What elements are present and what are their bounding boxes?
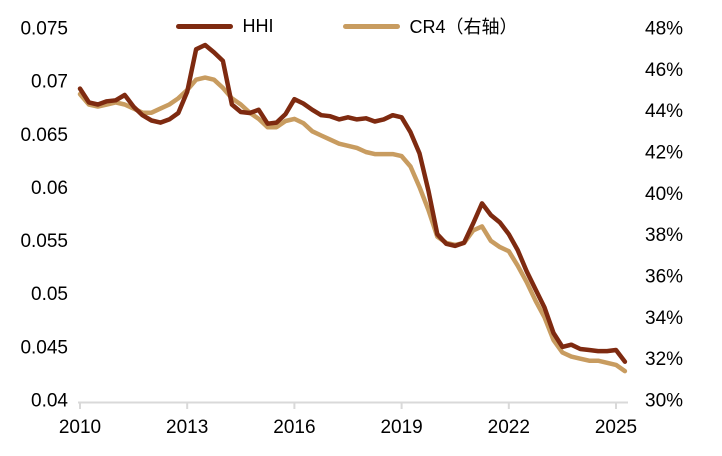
right-axis-tick-label: 44% xyxy=(645,101,683,122)
right-axis-tick-label: 34% xyxy=(645,308,683,329)
right-axis-tick-label: 40% xyxy=(645,184,683,205)
cr4-line xyxy=(77,75,628,374)
x-axis-tick-label: 2022 xyxy=(488,417,530,438)
hhi-line-swatch-icon xyxy=(176,23,234,29)
right-axis-tick-label: 48% xyxy=(645,19,683,40)
hhi-line xyxy=(77,42,628,364)
cr4-legend-label: CR4（右轴） xyxy=(409,17,518,37)
right-axis-tick-label: 38% xyxy=(645,225,683,246)
left-axis-tick-label: 0.05 xyxy=(31,284,68,305)
right-axis-tick-label: 30% xyxy=(645,391,683,412)
right-axis-tick-label: 46% xyxy=(645,60,683,81)
x-axis-tick-label: 2019 xyxy=(380,417,422,438)
right-axis-tick-label: 42% xyxy=(645,143,683,164)
x-axis-tick-label: 2016 xyxy=(273,417,315,438)
left-axis-tick-label: 0.07 xyxy=(31,72,68,93)
chart-legend: HHI CR4（右轴） xyxy=(0,13,694,39)
left-axis-tick-label: 0.075 xyxy=(20,19,68,40)
legend-item-hhi: HHI xyxy=(176,16,273,37)
right-axis-tick-label: 36% xyxy=(645,267,683,288)
left-axis-tick-label: 0.06 xyxy=(31,178,68,199)
left-axis-tick-label: 0.055 xyxy=(20,231,68,252)
x-axis-tick-label: 2025 xyxy=(595,417,637,438)
cr4-line-swatch-icon xyxy=(343,23,401,29)
left-axis-tick-label: 0.04 xyxy=(31,391,68,412)
left-axis-tick-label: 0.045 xyxy=(20,337,68,358)
right-axis-tick-label: 32% xyxy=(645,349,683,370)
left-axis-tick-label: 0.065 xyxy=(20,125,68,146)
hhi-legend-label: HHI xyxy=(242,15,274,36)
legend-item-cr4: CR4（右轴） xyxy=(343,13,518,39)
x-axis-tick-label: 2013 xyxy=(166,417,208,438)
x-axis-tick-label: 2010 xyxy=(59,417,101,438)
